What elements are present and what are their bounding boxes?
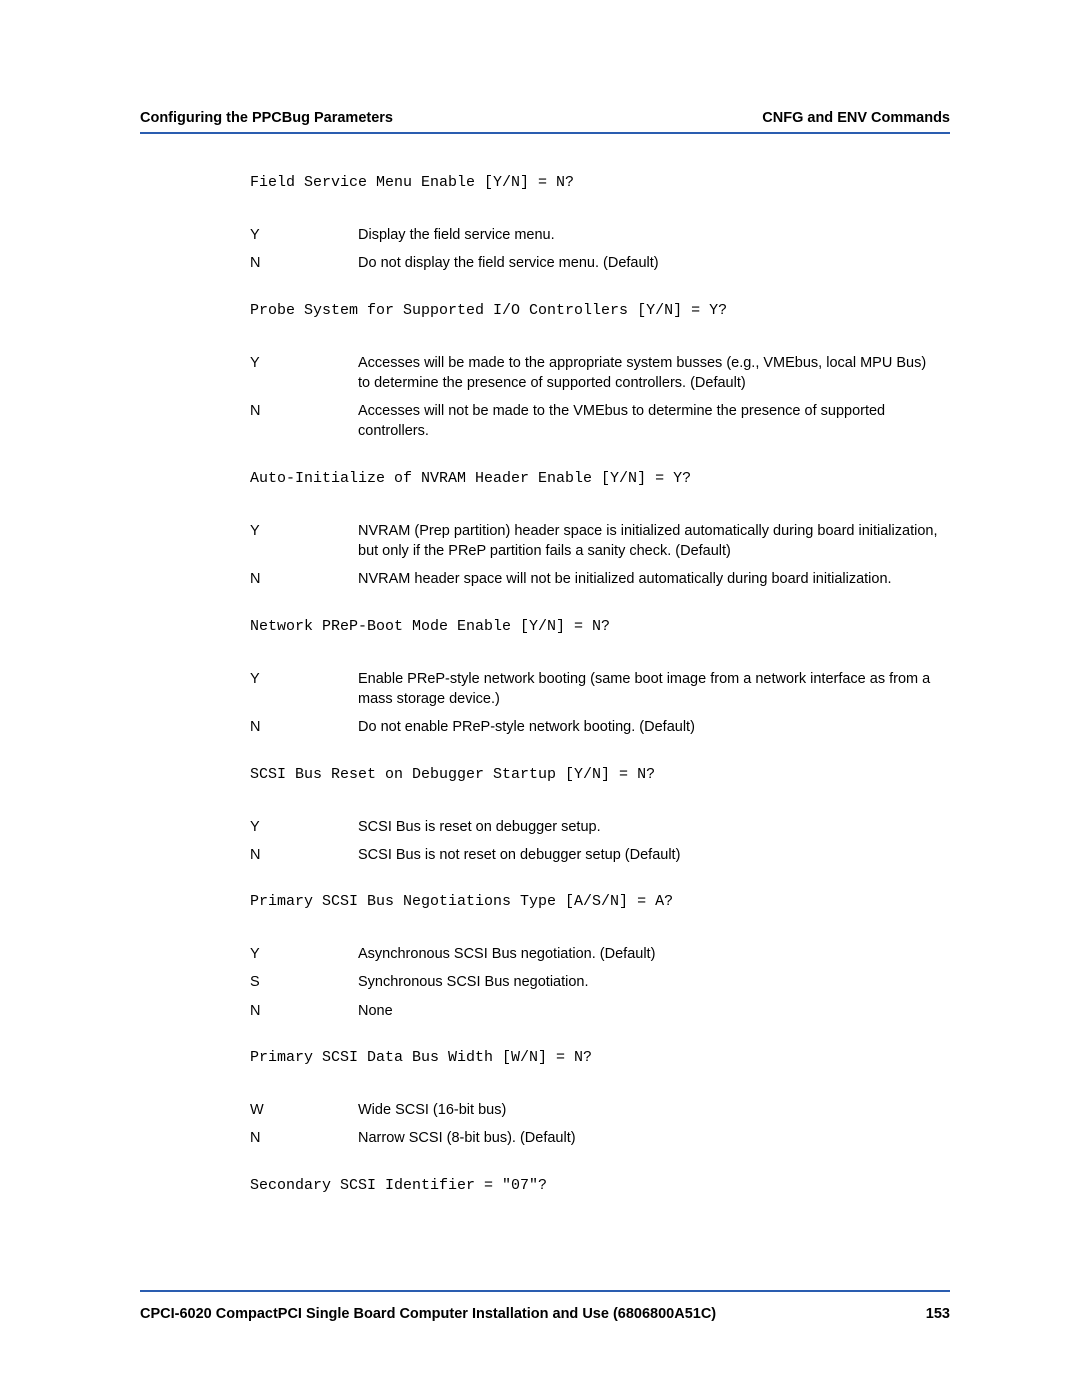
option-row: N Accesses will not be made to the VMEbu… <box>250 397 940 446</box>
option-desc: SCSI Bus is reset on debugger setup. <box>358 813 940 841</box>
option-key: W <box>250 1096 358 1124</box>
option-row: N None <box>250 997 940 1025</box>
option-row: Y Asynchronous SCSI Bus negotiation. (De… <box>250 940 940 968</box>
option-key: Y <box>250 813 358 841</box>
header-rule <box>140 132 950 134</box>
footer-left: CPCI-6020 CompactPCI Single Board Comput… <box>140 1306 716 1322</box>
options-table: Y Asynchronous SCSI Bus negotiation. (De… <box>250 940 940 1025</box>
option-row: W Wide SCSI (16-bit bus) <box>250 1096 940 1124</box>
page-header: Configuring the PPCBug Parameters CNFG a… <box>140 110 950 126</box>
header-right: CNFG and ENV Commands <box>762 110 950 126</box>
option-desc: SCSI Bus is not reset on debugger setup … <box>358 841 940 869</box>
option-key: N <box>250 1124 358 1152</box>
option-key: N <box>250 565 358 593</box>
prompt-line: Auto-Initialize of NVRAM Header Enable [… <box>250 470 940 487</box>
option-desc: Do not display the field service menu. (… <box>358 249 940 277</box>
option-desc: None <box>358 997 940 1025</box>
option-key: Y <box>250 349 358 398</box>
prompt-line: SCSI Bus Reset on Debugger Startup [Y/N]… <box>250 766 940 783</box>
option-desc: Wide SCSI (16-bit bus) <box>358 1096 940 1124</box>
option-desc: Do not enable PReP-style network booting… <box>358 713 940 741</box>
prompt-line: Primary SCSI Data Bus Width [W/N] = N? <box>250 1049 940 1066</box>
option-key: Y <box>250 517 358 566</box>
option-desc: Synchronous SCSI Bus negotiation. <box>358 968 940 996</box>
option-key: Y <box>250 665 358 714</box>
prompt-line: Field Service Menu Enable [Y/N] = N? <box>250 174 940 191</box>
page: Configuring the PPCBug Parameters CNFG a… <box>0 0 1080 1397</box>
option-key: N <box>250 713 358 741</box>
option-row: S Synchronous SCSI Bus negotiation. <box>250 968 940 996</box>
page-footer: CPCI-6020 CompactPCI Single Board Comput… <box>140 1290 950 1322</box>
footer-row: CPCI-6020 CompactPCI Single Board Comput… <box>140 1306 950 1322</box>
option-row: Y Display the field service menu. <box>250 221 940 249</box>
option-row: Y Accesses will be made to the appropria… <box>250 349 940 398</box>
option-row: N Narrow SCSI (8-bit bus). (Default) <box>250 1124 940 1152</box>
option-row: Y SCSI Bus is reset on debugger setup. <box>250 813 940 841</box>
option-desc: NVRAM header space will not be initializ… <box>358 565 940 593</box>
option-row: N Do not display the field service menu.… <box>250 249 940 277</box>
options-table: Y Display the field service menu. N Do n… <box>250 221 940 278</box>
option-desc: Display the field service menu. <box>358 221 940 249</box>
option-key: N <box>250 997 358 1025</box>
option-desc: Accesses will be made to the appropriate… <box>358 349 940 398</box>
prompt-line: Secondary SCSI Identifier = "07"? <box>250 1177 940 1194</box>
options-table: Y Accesses will be made to the appropria… <box>250 349 940 446</box>
option-key: S <box>250 968 358 996</box>
option-desc: Asynchronous SCSI Bus negotiation. (Defa… <box>358 940 940 968</box>
options-table: Y Enable PReP-style network booting (sam… <box>250 665 940 742</box>
header-left: Configuring the PPCBug Parameters <box>140 110 393 126</box>
option-row: N NVRAM header space will not be initial… <box>250 565 940 593</box>
footer-rule <box>140 1290 950 1292</box>
option-row: Y Enable PReP-style network booting (sam… <box>250 665 940 714</box>
options-table: Y SCSI Bus is reset on debugger setup. N… <box>250 813 940 870</box>
prompt-line: Probe System for Supported I/O Controlle… <box>250 302 940 319</box>
options-table: Y NVRAM (Prep partition) header space is… <box>250 517 940 594</box>
option-row: Y NVRAM (Prep partition) header space is… <box>250 517 940 566</box>
option-key: N <box>250 841 358 869</box>
option-key: Y <box>250 221 358 249</box>
option-desc: Narrow SCSI (8-bit bus). (Default) <box>358 1124 940 1152</box>
content-body: Field Service Menu Enable [Y/N] = N? Y D… <box>140 174 950 1194</box>
option-key: N <box>250 249 358 277</box>
prompt-line: Network PReP-Boot Mode Enable [Y/N] = N? <box>250 618 940 635</box>
option-desc: Accesses will not be made to the VMEbus … <box>358 397 940 446</box>
prompt-line: Primary SCSI Bus Negotiations Type [A/S/… <box>250 893 940 910</box>
options-table: W Wide SCSI (16-bit bus) N Narrow SCSI (… <box>250 1096 940 1153</box>
option-row: N SCSI Bus is not reset on debugger setu… <box>250 841 940 869</box>
option-desc: Enable PReP-style network booting (same … <box>358 665 940 714</box>
option-desc: NVRAM (Prep partition) header space is i… <box>358 517 940 566</box>
option-key: N <box>250 397 358 446</box>
option-key: Y <box>250 940 358 968</box>
option-row: N Do not enable PReP-style network booti… <box>250 713 940 741</box>
page-number: 153 <box>926 1306 950 1322</box>
